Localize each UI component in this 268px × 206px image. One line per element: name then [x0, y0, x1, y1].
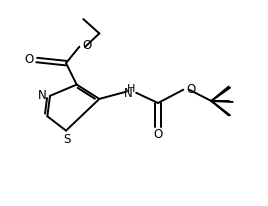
Text: O: O: [186, 83, 195, 96]
Text: S: S: [63, 133, 70, 146]
Text: H: H: [127, 84, 136, 94]
Text: O: O: [82, 39, 91, 52]
Text: N: N: [124, 87, 133, 100]
Text: O: O: [153, 128, 163, 141]
Text: N: N: [38, 89, 47, 102]
Text: O: O: [25, 53, 34, 66]
